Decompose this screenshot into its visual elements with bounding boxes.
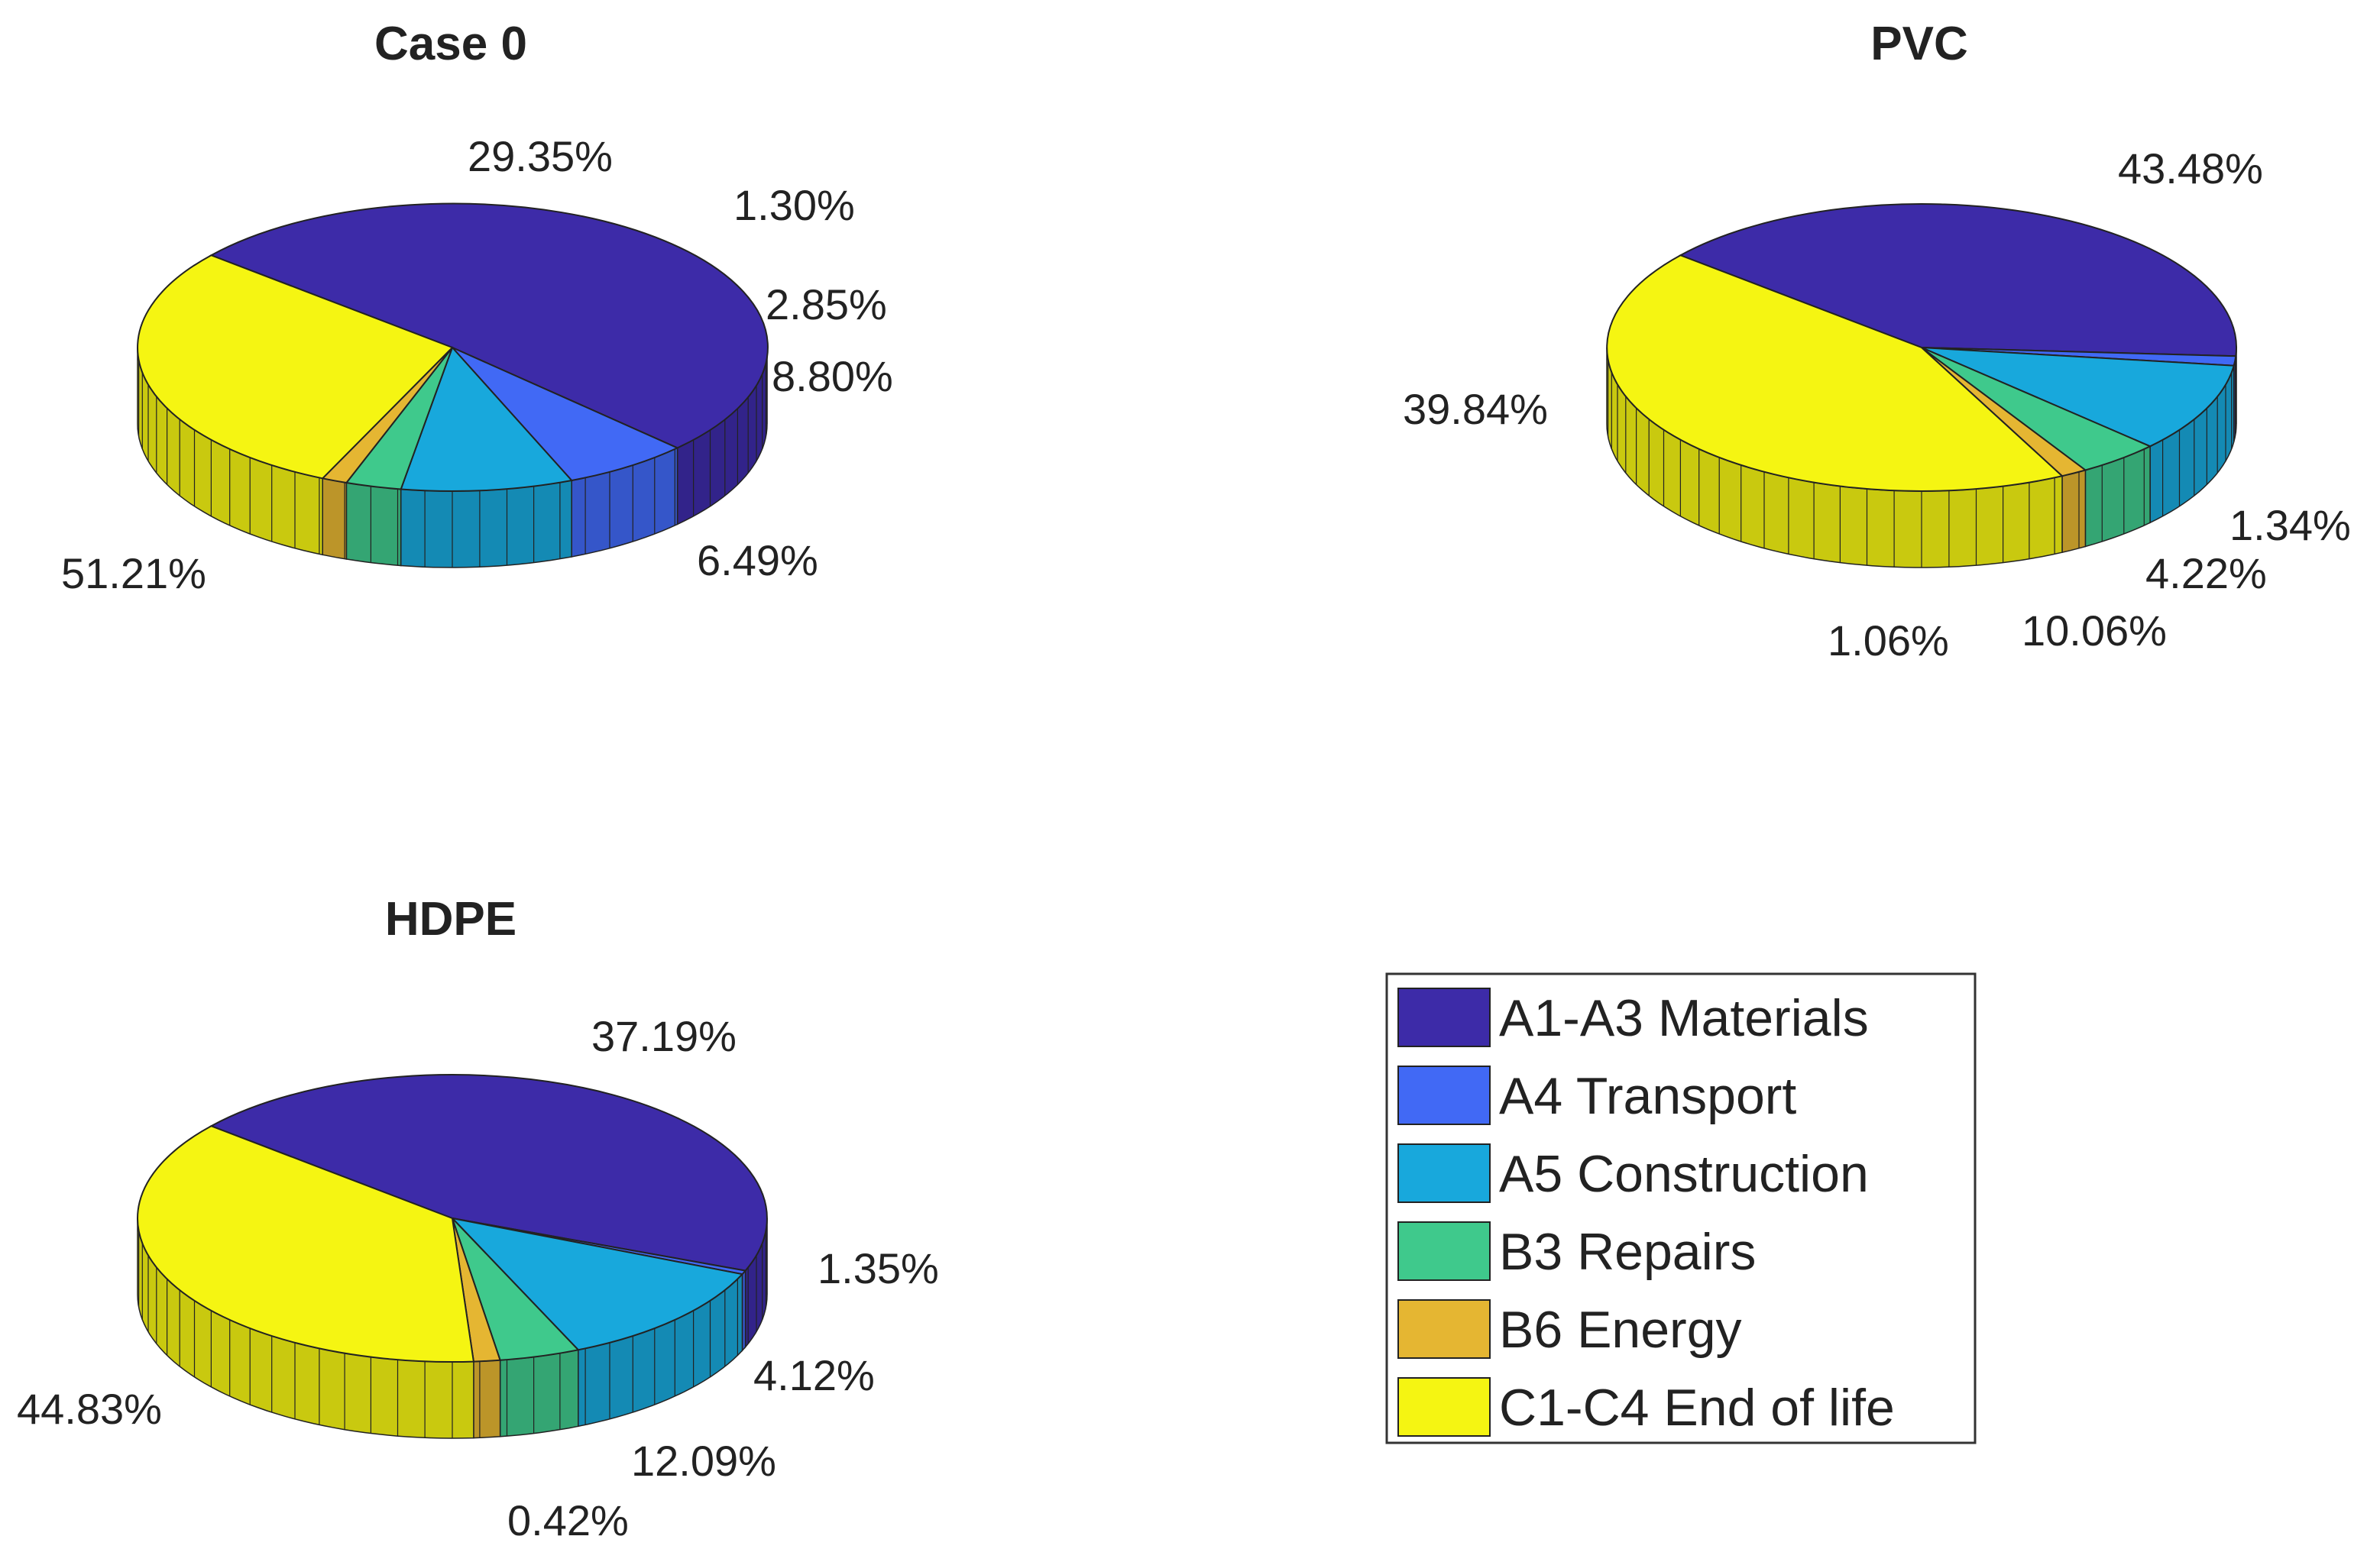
legend-swatch [1397, 1221, 1491, 1281]
side-wall-energy [2061, 469, 2087, 554]
legend-box [1385, 972, 1977, 1444]
slice-label-construction: 8.80% [772, 352, 893, 400]
slice-label-repairs: 2.85% [766, 280, 887, 328]
legend-item-repairs: B3 Repairs [1397, 1221, 1756, 1281]
pie-slice-construction [450, 1217, 744, 1351]
pie-slice-materials [209, 202, 769, 449]
pie-slice-materials [209, 1074, 768, 1272]
pie-slice-construction [1921, 347, 2235, 448]
pie-chart-pvc: PVC 39.84% 1.06% 10.06% 4.22% 1.34% 43.4… [1403, 18, 2351, 665]
legend-label: C1-C4 End of life [1499, 1379, 1895, 1437]
chart-title: HDPE [385, 893, 516, 946]
legend-item-end-of-life: C1-C4 End of life [1397, 1377, 1895, 1437]
side-wall-repairs [499, 1349, 579, 1437]
legend-item-materials: A1-A3 Materials [1397, 988, 1869, 1047]
legend-swatch [1397, 1066, 1491, 1125]
legend-label: B3 Repairs [1499, 1223, 1756, 1281]
slice-label-energy: 1.35% [818, 1244, 939, 1292]
legend-label: A4 Transport [1499, 1067, 1796, 1125]
pie-chart-hdpe: HDPE 44.83% 0.42% 12.09% 4.12% 1.35% 37.… [17, 893, 939, 1544]
slice-label-materials: 39.84% [1403, 385, 1548, 433]
side-wall-construction [400, 480, 572, 568]
slice-label-transport: 1.06% [1828, 616, 1949, 665]
pie-slice-transport [452, 347, 680, 482]
pie-slice-materials [1679, 203, 2237, 357]
slice-label-transport: 0.42% [507, 1496, 629, 1544]
pie-slice-end-of-life [137, 254, 454, 480]
side-wall-energy [473, 1360, 501, 1439]
legend-label: A5 Construction [1499, 1145, 1869, 1203]
slice-label-end-of-life: 43.48% [2118, 144, 2263, 192]
slice-label-repairs: 4.12% [753, 1351, 875, 1399]
legend-label: A1-A3 Materials [1499, 989, 1869, 1047]
slice-label-repairs: 4.22% [2145, 549, 2267, 597]
side-wall-energy [322, 477, 348, 560]
pie-slice-end-of-life [1606, 254, 2064, 492]
slice-label-construction: 12.09% [631, 1437, 776, 1485]
pie-side-wall [1606, 347, 2237, 568]
pie-slice-end-of-life [137, 1125, 475, 1363]
legend-label: B6 Energy [1499, 1301, 1742, 1359]
legend-swatch [1397, 1143, 1491, 1203]
slice-label-end-of-life: 37.19% [591, 1012, 737, 1060]
legend-item-energy: B6 Energy [1397, 1299, 1742, 1359]
legend-swatch [1397, 1377, 1491, 1437]
slice-label-end-of-life: 29.35% [468, 132, 613, 180]
slice-label-materials: 51.21% [61, 549, 206, 597]
chart-title: PVC [1870, 18, 1967, 70]
slice-label-materials: 44.83% [17, 1385, 162, 1433]
legend-swatch [1397, 1299, 1491, 1359]
slice-label-energy: 1.30% [733, 181, 855, 229]
pie-slice-construction [400, 346, 574, 493]
legend-item-construction: A5 Construction [1397, 1143, 1869, 1203]
legend-swatch [1397, 988, 1491, 1047]
legend: A1-A3 Materials A4 Transport A5 Construc… [1385, 972, 1977, 1444]
pie-chart-case-0: Case 0 51.21% 6.49% 8.80% 2.85% 1.30% 29… [61, 18, 893, 597]
slice-label-transport: 6.49% [697, 536, 818, 584]
slice-label-energy: 1.34% [2229, 501, 2351, 549]
chart-title: Case 0 [374, 18, 527, 70]
side-wall-repairs [345, 482, 402, 567]
pie-side-wall [137, 1218, 768, 1439]
legend-item-transport: A4 Transport [1397, 1066, 1796, 1125]
slice-label-construction: 10.06% [2022, 606, 2167, 655]
